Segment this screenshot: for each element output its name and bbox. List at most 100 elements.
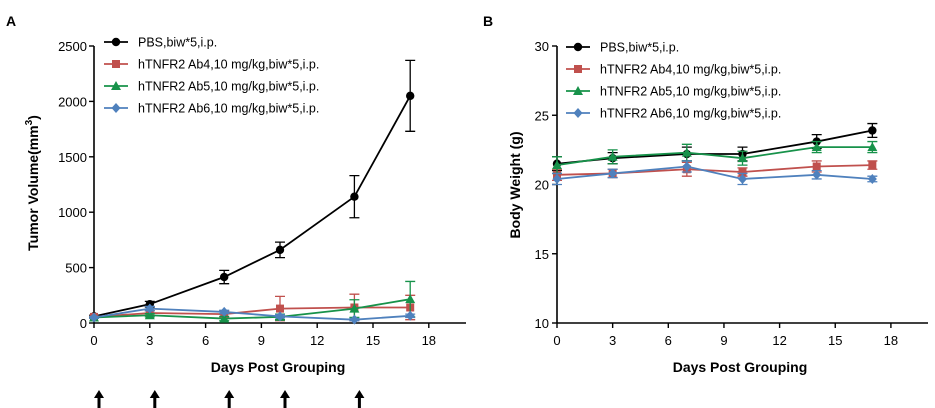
panel-b-plot: 10 15 20 25 30 0 3 6 9 12 15 18 PBS,biw*5,i.p. hTNFR2… — [535, 39, 928, 348]
panel-b-legend-label: hTNFR2 Ab5,10 mg/kg,biw*5,i.p. — [600, 85, 781, 99]
panel-a-xtick-label: 15 — [366, 333, 380, 348]
panel-a-legend-label: hTNFR2 Ab6,10 mg/kg,biw*5,i.p. — [138, 102, 319, 116]
panel-b-data-point — [867, 173, 877, 184]
panel-b-data-point — [868, 161, 877, 170]
panel-b-xlabel: Days Post Grouping — [673, 359, 808, 375]
panel-a-xtick-label: 3 — [146, 333, 153, 348]
panel-b-ytick-label: 15 — [535, 247, 549, 262]
svg-text:Tumor Volume(mm3): Tumor Volume(mm3) — [24, 115, 41, 251]
panel-a-legend-item: hTNFR2 Ab4,10 mg/kg,biw*5,i.p. — [104, 58, 319, 72]
panel-a-series-line — [93, 95, 411, 318]
panel-b-xtick-label: 12 — [772, 333, 786, 348]
panel-b-data-point — [552, 173, 562, 184]
panel-b-data-point — [811, 142, 822, 152]
panel-a-ytick-label: 1000 — [58, 205, 87, 220]
panel-a-series-line — [93, 307, 411, 321]
panel-b-xtick-label: 18 — [884, 333, 898, 348]
dosing-arrows — [94, 390, 365, 408]
panel-b-legend-marker — [573, 108, 583, 118]
panel-a-data-point — [406, 91, 415, 101]
panel-a-data-point — [405, 310, 415, 321]
panel-a-legend-marker — [111, 81, 121, 90]
panel-b-ylabel: Body Weight (g) — [507, 131, 523, 238]
panel-b-legend-marker — [574, 65, 582, 73]
panel-a-data-point — [350, 192, 359, 201]
panel-b-data-point — [868, 126, 877, 135]
panel-b-data-point — [681, 147, 692, 157]
panel-a-data-point — [276, 304, 284, 313]
panel-a-xtick-label: 0 — [90, 333, 97, 348]
panel-a-ytick-label: 1500 — [58, 150, 87, 165]
panel-a-series-3 — [89, 303, 416, 325]
panel-b-legend-item: PBS,biw*5,i.p. — [566, 41, 679, 55]
panel-a-data-point — [220, 272, 229, 282]
panel-a-legend-marker — [111, 103, 121, 113]
panel-a-plot: 0 500 1000 1500 2000 2500 0 3 6 9 12 15 18 PBS,biw*5,… — [58, 36, 466, 348]
panel-a-data-point — [405, 294, 416, 304]
panel-b-ytick-label: 20 — [535, 178, 549, 193]
panel-b-ytick-label: 10 — [535, 316, 549, 331]
panel-a-ytick-label: 500 — [65, 261, 87, 276]
panel-b-data-point — [867, 142, 878, 152]
panel-a-xtick-label: 6 — [202, 333, 209, 348]
dose-arrow-icon — [94, 390, 104, 408]
panel-a-legend-label: PBS,biw*5,i.p. — [138, 36, 217, 50]
dose-arrow-icon — [354, 390, 365, 408]
panel-b-xtick-label: 6 — [665, 333, 672, 348]
panel-b-data-point — [682, 161, 692, 172]
panel-b-data-point — [738, 173, 747, 184]
panel-b-data-point — [737, 153, 748, 163]
panel-a-legend-marker — [111, 37, 121, 47]
panel-b-label: B — [483, 13, 493, 29]
panel-a-data-point — [219, 313, 230, 323]
panel-a-series-0 — [89, 59, 416, 321]
panel-a-legend-label: hTNFR2 Ab5,10 mg/kg,biw*5,i.p. — [138, 80, 319, 94]
panel-b-legend-marker — [573, 42, 583, 52]
panel-b-data-point — [812, 162, 821, 171]
panel-a-data-point — [275, 245, 285, 255]
panel-b-ytick-label: 30 — [535, 39, 549, 54]
panel-a-ylabel: Tumor Volume(mm3) — [24, 115, 41, 251]
dose-arrow-icon — [224, 390, 235, 408]
panel-b-ytick-label: 25 — [535, 108, 549, 123]
panel-a-legend-item: hTNFR2 Ab6,10 mg/kg,biw*5,i.p. — [104, 102, 319, 116]
panel-b-data-point — [812, 169, 822, 180]
panel-b-xtick-label: 15 — [828, 333, 842, 348]
panel-b-legend-label: hTNFR2 Ab4,10 mg/kg,biw*5,i.p. — [600, 63, 781, 77]
panel-a-data-point — [145, 303, 155, 314]
panel-a-ylabel-main: Tumor Volume(mm — [25, 125, 41, 251]
panel-a-data-point — [89, 312, 99, 323]
panel-b-xtick-label: 3 — [609, 333, 616, 348]
dose-arrow-icon — [149, 390, 160, 408]
panel-a-xtick-label: 9 — [258, 333, 265, 348]
panel-a-legend-item: PBS,biw*5,i.p. — [104, 36, 217, 50]
panel-b-series-line — [556, 146, 873, 167]
panel-a-legend-item: hTNFR2 Ab5,10 mg/kg,biw*5,i.p. — [104, 80, 319, 94]
panel-a-ylabel-close: ) — [25, 115, 41, 120]
panel-a-data-point — [349, 314, 359, 325]
panel-a-xtick-label: 12 — [310, 333, 324, 348]
panel-b-xtick-label: 9 — [720, 333, 727, 348]
panel-b-series-line — [556, 129, 873, 165]
panel-b-legend-label: hTNFR2 Ab6,10 mg/kg,biw*5,i.p. — [600, 107, 781, 121]
panel-a-ylabel-sup: 3 — [24, 119, 35, 125]
panel-b-data-point — [738, 168, 747, 177]
panel-a-series-line — [93, 298, 411, 320]
panel-b-series-2 — [552, 140, 878, 175]
panel-a-legend-label: hTNFR2 Ab4,10 mg/kg,biw*5,i.p. — [138, 58, 319, 72]
panel-b-legend-item: hTNFR2 Ab4,10 mg/kg,biw*5,i.p. — [566, 63, 781, 77]
panel-a-data-point — [144, 310, 155, 320]
panel-a-xtick-label: 18 — [422, 333, 436, 348]
panel-a-series-2 — [89, 280, 416, 323]
panel-b-data-point — [552, 160, 562, 170]
panel-b-legend-item: hTNFR2 Ab5,10 mg/kg,biw*5,i.p. — [566, 85, 781, 99]
dose-arrow-icon — [280, 390, 290, 408]
panel-a-data-point — [349, 303, 360, 313]
panel-a-label: A — [6, 13, 16, 29]
panel-b-legend-marker — [573, 86, 583, 95]
panel-a-data-point — [219, 306, 229, 317]
panel-a-xlabel: Days Post Grouping — [211, 359, 346, 375]
panel-a-ytick-label: 2000 — [58, 94, 87, 109]
panel-a-ytick-label: 2500 — [58, 39, 87, 54]
